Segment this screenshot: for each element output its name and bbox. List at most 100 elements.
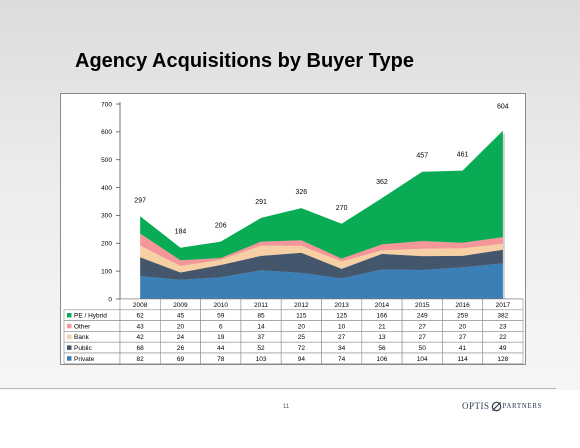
table-value: 27 — [459, 334, 467, 341]
y-tick-label: 600 — [101, 129, 112, 136]
table-value: 106 — [377, 356, 388, 363]
area-bank — [140, 243, 503, 273]
table-value: 382 — [497, 313, 508, 320]
page-number: 11 — [283, 404, 290, 410]
table-value: 20 — [459, 323, 467, 330]
table-value: 59 — [217, 313, 225, 320]
area-other — [140, 233, 503, 266]
table-value: 104 — [417, 356, 428, 363]
table-value: 114 — [457, 356, 468, 363]
table-value: 45 — [177, 313, 185, 320]
area-public — [140, 249, 503, 280]
total-label: 362 — [376, 179, 388, 186]
table-value: 259 — [457, 313, 468, 320]
table-value: 78 — [217, 356, 225, 363]
table-value: 50 — [419, 345, 427, 352]
table-value: 34 — [338, 345, 346, 352]
x-category-label: 2016 — [455, 302, 470, 309]
x-category-label: 2013 — [334, 302, 349, 309]
y-tick-label: 500 — [101, 157, 112, 164]
total-label: 297 — [134, 197, 146, 204]
table-value: 49 — [499, 345, 507, 352]
legend-swatch — [67, 323, 72, 329]
area-pe-hybrid — [140, 130, 503, 261]
table-value: 68 — [137, 345, 145, 352]
table-value: 85 — [257, 313, 265, 320]
y-tick-label: 100 — [101, 268, 112, 275]
slide-title: Agency Acquisitions by Buyer Type — [75, 50, 414, 72]
table-legend-cell — [63, 320, 121, 332]
table-value: 62 — [137, 313, 145, 320]
total-label: 206 — [215, 223, 227, 230]
logo-word-optis: OPTIS — [462, 401, 490, 411]
table-value: 128 — [497, 356, 508, 363]
table-value: 19 — [217, 334, 225, 341]
legend-label: Bank — [74, 334, 90, 341]
total-label: 604 — [497, 104, 509, 111]
x-category-label: 2017 — [496, 302, 511, 309]
optis-partners-logo: OPTIS PARTNERS — [462, 399, 542, 413]
table-value: 25 — [298, 334, 306, 341]
x-category-label: 2014 — [375, 302, 390, 309]
logo-word-partners: PARTNERS — [502, 402, 543, 410]
y-tick-label: 400 — [101, 185, 112, 192]
x-category-label: 2015 — [415, 302, 430, 309]
x-category-label: 2012 — [294, 302, 309, 309]
legend-swatch — [67, 345, 72, 350]
x-category-label: 2009 — [173, 302, 188, 309]
total-label: 184 — [175, 229, 187, 236]
table-value: 24 — [177, 334, 185, 341]
table-value: 27 — [419, 323, 427, 330]
table-value: 43 — [137, 323, 145, 330]
table-value: 42 — [137, 334, 145, 341]
y-tick-label: 200 — [101, 241, 112, 248]
table-value-cell — [482, 352, 524, 365]
total-label: 326 — [296, 189, 308, 196]
table-value: 103 — [256, 356, 267, 363]
table-value: 10 — [338, 323, 346, 330]
x-category-label: 2010 — [214, 302, 229, 309]
table-value: 72 — [298, 345, 306, 352]
x-category-label: 2008 — [133, 302, 148, 309]
footer-divider — [0, 388, 556, 389]
total-label: 461 — [457, 152, 469, 159]
total-label: 291 — [255, 199, 267, 206]
table-value: 26 — [177, 345, 185, 352]
logo-mark-icon — [491, 401, 501, 411]
total-label: 270 — [336, 205, 348, 212]
table-value: 27 — [338, 334, 346, 341]
table-value: 249 — [417, 313, 428, 320]
legend-label: Other — [74, 323, 91, 330]
table-value: 14 — [257, 323, 265, 330]
table-value: 94 — [298, 356, 306, 363]
stacked-area-chart: 0100200300400500600700297184206291326270… — [63, 101, 524, 365]
table-value: 27 — [419, 334, 427, 341]
table-value: 115 — [296, 313, 307, 320]
legend-swatch — [67, 313, 72, 318]
table-value: 20 — [177, 323, 185, 330]
table-legend-cell — [63, 331, 121, 343]
area-private — [140, 263, 503, 299]
total-label: 457 — [416, 153, 428, 160]
table-value: 56 — [378, 345, 386, 352]
legend-swatch — [67, 356, 72, 361]
table-value: 6 — [219, 323, 223, 330]
table-value: 20 — [298, 323, 306, 330]
table-value: 23 — [499, 323, 507, 330]
table-value: 52 — [257, 345, 265, 352]
table-value: 69 — [177, 356, 185, 363]
table-value: 41 — [459, 345, 467, 352]
table-value: 125 — [336, 313, 347, 320]
chart-frame: 0 100 200 300 400 500 600 700 297 184 206 291 326 270… — [60, 93, 526, 365]
table-legend-cell — [63, 341, 121, 354]
table-value: 22 — [499, 334, 507, 341]
y-tick-label: 0 — [108, 296, 112, 303]
table-value: 74 — [338, 356, 346, 363]
legend-label: PE / Hybrid — [74, 313, 107, 320]
table-value: 37 — [257, 334, 265, 341]
legend-swatch — [67, 334, 72, 340]
table-value: 44 — [217, 345, 225, 352]
x-category-label: 2011 — [254, 302, 268, 309]
y-tick-label: 700 — [101, 101, 112, 108]
legend-label: Private — [74, 356, 95, 363]
